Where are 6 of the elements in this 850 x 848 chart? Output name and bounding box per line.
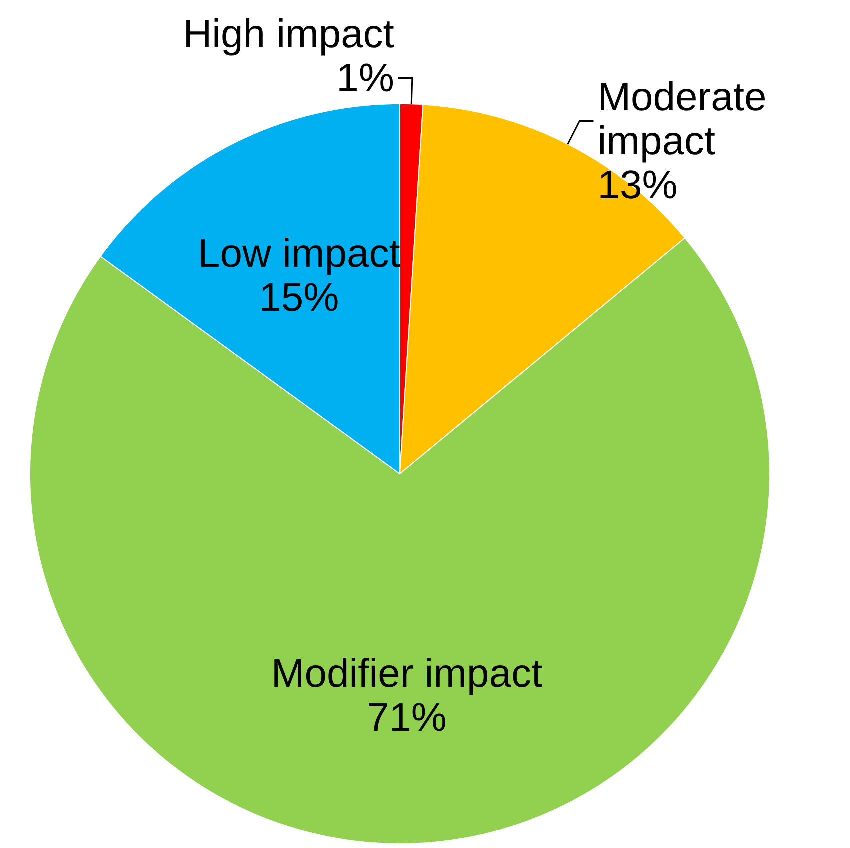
slice-label: Modifier impact: [271, 652, 543, 696]
slice-label: Moderate impact: [598, 75, 778, 164]
data-label: 15%: [259, 276, 340, 320]
slice-label: High impact: [183, 12, 394, 56]
data-label: 1%: [336, 56, 394, 100]
data-label: 71%: [366, 696, 448, 740]
